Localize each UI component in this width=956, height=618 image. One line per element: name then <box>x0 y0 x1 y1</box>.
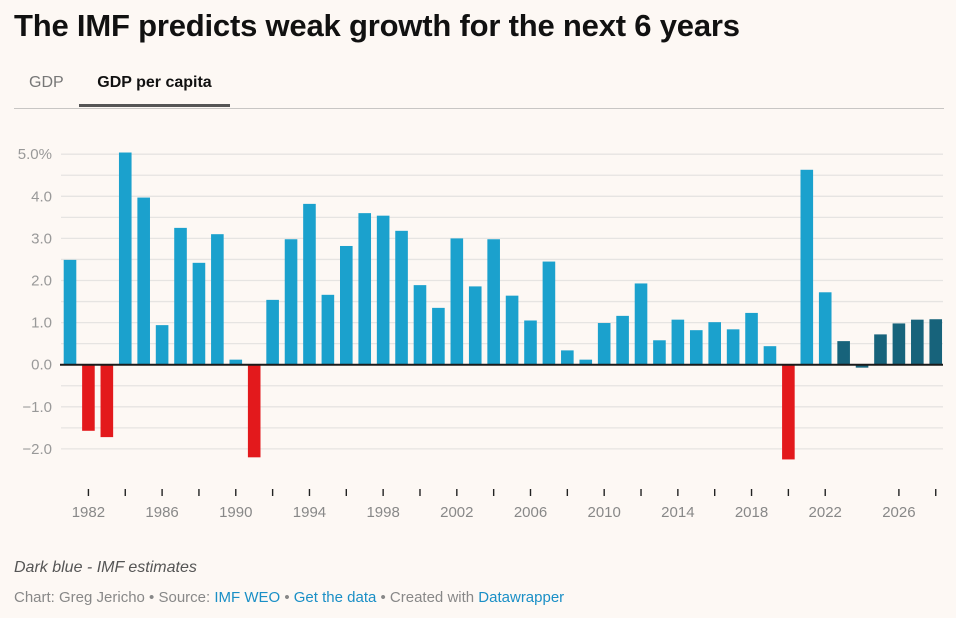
bar-2001 <box>432 307 445 365</box>
x-tick-label: 2022 <box>809 504 842 521</box>
x-tick-label: 2026 <box>882 504 915 521</box>
bar-2027 <box>911 319 924 365</box>
bar-2019 <box>763 346 777 365</box>
y-tick-label: 5.0% <box>18 146 52 163</box>
tab-bar: GDP GDP per capita <box>14 68 944 109</box>
bar-1981 <box>63 259 77 365</box>
credits-line: Chart: Greg Jericho • Source: IMF WEO • … <box>14 589 564 606</box>
bar-2024 <box>855 364 869 368</box>
chart-note: Dark blue - IMF estimates <box>14 559 197 576</box>
bar-2017 <box>726 329 740 365</box>
bar-1985 <box>137 197 150 365</box>
bar-1982 <box>82 364 95 431</box>
y-tick-label: 1.0 <box>31 315 52 332</box>
bar-1991 <box>247 364 261 458</box>
x-axis-labels: 1982 1986 1990 1994 1998 2002 2006 2010 2014 2018… <box>72 504 916 521</box>
separator: • Source: <box>144 589 215 606</box>
bar-1992 <box>266 299 279 365</box>
bar-2026 <box>892 323 906 365</box>
x-tick-label: 1982 <box>72 504 105 521</box>
x-tick-label: 1994 <box>293 504 326 521</box>
bar-2021 <box>800 169 814 365</box>
bar-2008 <box>561 350 574 365</box>
x-tick-label: 1990 <box>219 504 252 521</box>
get-data-link[interactable]: Get the data <box>293 589 377 606</box>
bar-2028 <box>929 319 943 365</box>
datawrapper-link[interactable]: Datawrapper <box>478 589 565 606</box>
bar-1989 <box>211 234 224 365</box>
chart-author: Chart: Greg Jericho <box>14 589 145 606</box>
bar-2015 <box>689 330 703 365</box>
bar-1990 <box>229 359 243 365</box>
bar-2005 <box>505 295 519 365</box>
bar-1983 <box>100 364 114 438</box>
bar-2007 <box>542 261 556 365</box>
bar-1998 <box>376 215 390 365</box>
chart-title: The IMF predicts weak growth for the nex… <box>14 8 740 43</box>
bar-2004 <box>487 239 500 365</box>
bar-2011 <box>616 315 629 365</box>
separator: • Created with <box>376 589 479 606</box>
x-tick-label: 2014 <box>661 504 694 521</box>
y-tick-label: 2.0 <box>31 273 52 290</box>
bars <box>63 152 943 460</box>
bar-1995 <box>321 294 335 365</box>
bar-2003 <box>468 286 482 365</box>
bar-2022 <box>818 292 832 365</box>
x-tick-label: 2002 <box>440 504 473 521</box>
bar-1996 <box>340 245 353 365</box>
bar-1984 <box>118 152 132 365</box>
bar-2006 <box>524 320 537 365</box>
y-tick-label: −2.0 <box>22 441 52 458</box>
y-tick-label: 3.0 <box>31 230 52 247</box>
bar-1994 <box>303 203 316 365</box>
bar-2018 <box>745 312 758 365</box>
bar-2020 <box>782 364 795 460</box>
y-tick-label: 4.0 <box>31 188 52 205</box>
bar-1987 <box>174 227 187 365</box>
bar-2014 <box>671 319 685 365</box>
x-tick-label: 2010 <box>587 504 620 521</box>
bar-1993 <box>284 239 298 365</box>
bar-2013 <box>653 340 666 365</box>
x-tick-label: 1986 <box>145 504 178 521</box>
bar-2025 <box>874 334 887 365</box>
bar-2023 <box>837 341 850 365</box>
separator: • <box>280 589 294 606</box>
bar-chart: 5.0% 4.0 3.0 2.0 1.0 0.0 −1.0 −2.0 1982 1986 1990… <box>18 146 943 521</box>
bar-1988 <box>192 262 206 365</box>
bar-2002 <box>450 238 464 365</box>
x-tick-label: 2018 <box>735 504 768 521</box>
bar-1999 <box>395 230 408 365</box>
x-tick-label: 1998 <box>366 504 399 521</box>
gridlines <box>61 153 943 450</box>
bar-1986 <box>155 325 169 365</box>
source-link[interactable]: IMF WEO <box>214 589 281 606</box>
y-tick-label: −1.0 <box>22 399 52 416</box>
bar-2000 <box>413 285 427 365</box>
bar-1997 <box>358 213 372 365</box>
bar-2012 <box>634 283 648 365</box>
bar-2010 <box>597 323 611 365</box>
y-tick-label: 0.0 <box>31 357 52 374</box>
tab-gdp[interactable]: GDP <box>29 74 64 91</box>
y-axis-labels: 5.0% 4.0 3.0 2.0 1.0 0.0 −1.0 −2.0 <box>18 146 52 458</box>
x-axis-ticks <box>87 489 937 496</box>
tab-gdp-per-capita[interactable]: GDP per capita <box>79 68 230 107</box>
bar-2016 <box>708 322 721 365</box>
x-tick-label: 2006 <box>514 504 547 521</box>
bar-2009 <box>579 359 593 365</box>
